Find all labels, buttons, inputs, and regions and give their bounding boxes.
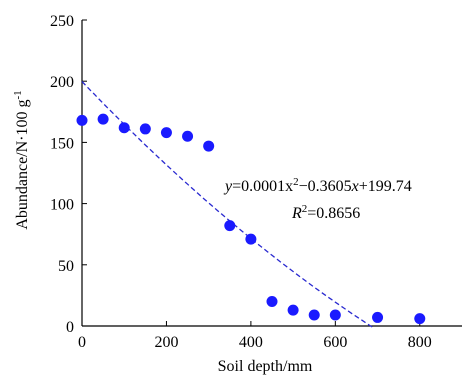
data-point xyxy=(97,113,109,125)
y-axis-title: Abundance/N·100 g-1 xyxy=(12,90,31,229)
data-point xyxy=(182,130,194,142)
equation-x: x xyxy=(351,178,359,195)
data-points xyxy=(76,113,426,325)
data-point xyxy=(139,123,151,135)
data-point xyxy=(224,220,236,232)
y-tick-label: 0 xyxy=(66,319,74,336)
y-tick-label: 150 xyxy=(50,135,74,152)
x-tick-label: 0 xyxy=(78,334,86,351)
r-squared-r: R xyxy=(291,205,302,222)
data-point xyxy=(118,122,130,134)
data-point xyxy=(245,233,257,245)
x-tick-label: 400 xyxy=(239,334,263,351)
data-point xyxy=(160,127,172,139)
data-point xyxy=(308,309,320,321)
x-tick-label: 200 xyxy=(154,334,178,351)
data-point xyxy=(266,296,278,308)
y-ticks: 0 50 100 150 200 250 xyxy=(50,13,87,336)
data-point xyxy=(414,313,426,325)
y-axis-title-main: Abundance/N·100 g xyxy=(14,99,31,229)
x-axis-title: Soil depth/mm xyxy=(218,358,313,375)
equation-part1: =0.0001x xyxy=(232,178,293,195)
equation-part2: −0.3605 xyxy=(299,178,352,195)
data-point xyxy=(287,304,299,316)
equation-label: y=0.0001x2−0.3605x+199.74 xyxy=(223,176,412,195)
y-tick-label: 200 xyxy=(50,74,74,91)
trendline xyxy=(81,81,374,329)
axes: 0 200 400 600 800 0 50 100 150 200 250 xyxy=(50,13,462,351)
equation-y: y xyxy=(223,178,233,195)
y-tick-label: 250 xyxy=(50,13,74,30)
y-tick-label: 100 xyxy=(50,197,74,214)
y-tick-label: 50 xyxy=(58,258,74,275)
data-point xyxy=(76,114,88,126)
data-point xyxy=(372,311,384,323)
data-point xyxy=(203,140,215,152)
y-axis-title-sup: -1 xyxy=(12,90,24,99)
r-squared-label: R2=0.8656 xyxy=(291,203,360,222)
x-tick-label: 600 xyxy=(323,334,347,351)
r-squared-exp: 2 xyxy=(302,203,308,215)
equation-exp: 2 xyxy=(293,176,299,188)
x-tick-label: 800 xyxy=(408,334,432,351)
x-ticks: 0 200 400 600 800 xyxy=(78,321,432,351)
r-squared-value: =0.8656 xyxy=(307,205,360,222)
data-point xyxy=(329,309,341,321)
equation-part3: +199.74 xyxy=(359,178,412,195)
